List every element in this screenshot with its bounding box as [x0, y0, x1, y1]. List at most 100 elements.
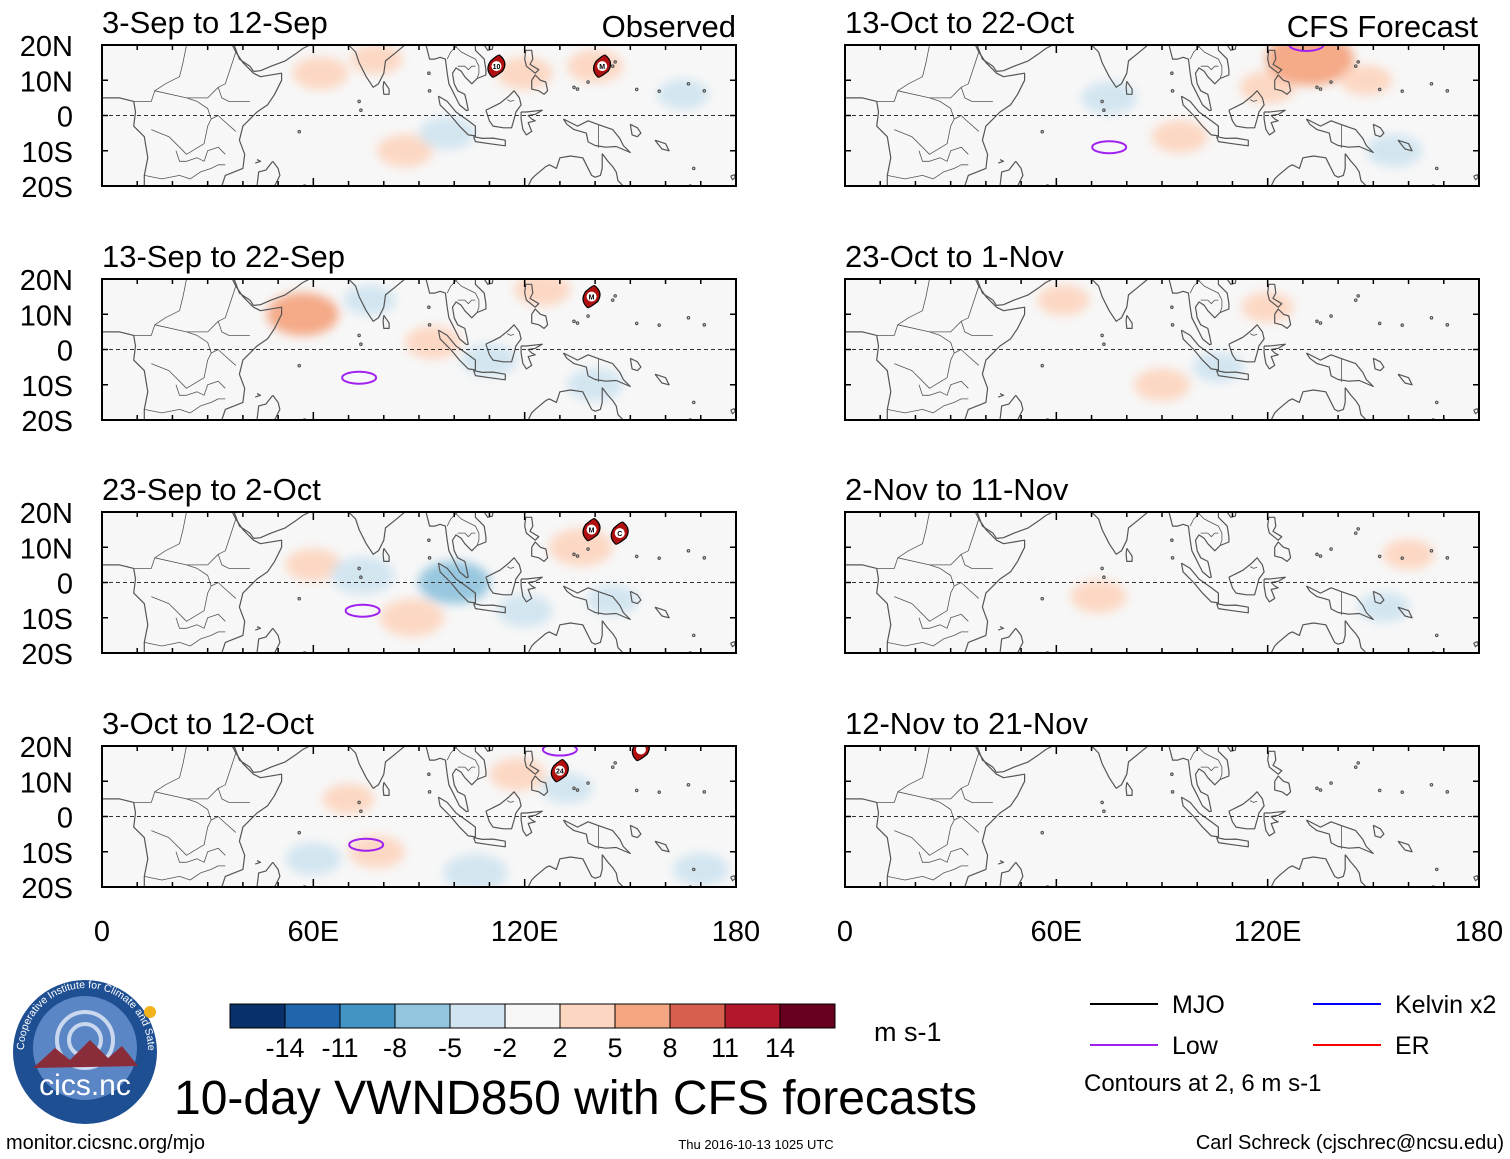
coastline-7-19 [999, 627, 1024, 653]
island-2-1 [357, 333, 361, 338]
border-1-6 [218, 51, 237, 88]
anomaly-5-4 [1265, 45, 1354, 86]
coastline-6-4 [1125, 314, 1133, 329]
island-8-13 [1400, 790, 1405, 794]
coastline-3-18 [255, 626, 262, 631]
island-3-1 [357, 566, 361, 571]
border-3-3 [144, 631, 226, 647]
border-7-6 [961, 518, 980, 555]
low-contour-4-1 [348, 837, 385, 852]
colorbar-swatch-5 [449, 1003, 506, 1029]
border-7-10 [1189, 512, 1201, 527]
border-3-10 [446, 512, 458, 527]
storm-eye-2-1 [586, 291, 597, 302]
storm-label-1-1: 10 [493, 64, 501, 71]
colorbar-swatch-6 [504, 1003, 561, 1029]
coastline-2-1 [102, 279, 283, 420]
colorbar-tick-3: -8 [383, 1033, 407, 1063]
storm-marker-4-1: 24 [550, 758, 569, 783]
island-1-2 [359, 108, 363, 113]
anomaly-1-4 [419, 116, 476, 150]
coastline-1-6 [437, 95, 476, 137]
coastlines-1 [102, 45, 736, 186]
coastline-8-17 [1397, 840, 1413, 853]
anomaly-field-2 [266, 279, 624, 402]
anomaly-6-1 [1037, 284, 1090, 316]
island-8-9 [1356, 761, 1360, 765]
border-8-10 [1189, 746, 1201, 761]
island-6-2 [1102, 342, 1106, 347]
border-5-9 [1200, 65, 1219, 71]
colorbar-swatch-8 [614, 1003, 671, 1029]
coastline-3-19 [256, 627, 281, 653]
coastlines-7 [845, 512, 1479, 653]
island-2-15 [702, 323, 707, 327]
island-7-2 [1102, 575, 1106, 580]
border-7-2 [894, 582, 980, 622]
coastline-5-18 [998, 159, 1005, 164]
coastline-4-1 [102, 746, 283, 887]
panel-title-2: 13-Sep to 22-Sep [102, 239, 345, 274]
anomaly-2-3 [405, 325, 462, 359]
coastline-7-15 [1270, 620, 1367, 653]
coastline-8-16 [1372, 824, 1385, 839]
panel-title-5: 13-Oct to 22-Oct [845, 5, 1075, 40]
border-6-9 [1200, 299, 1219, 305]
coastline-2-8 [485, 324, 522, 363]
x-tick-label-1-3: 120E [491, 916, 559, 948]
island-5-8 [1353, 64, 1358, 68]
coastline-1-13 [526, 45, 531, 46]
footer-timestamp: Thu 2016-10-13 1025 UTC [678, 1137, 833, 1152]
coastline-7-10 [1267, 516, 1283, 541]
coastline-2-16 [629, 357, 642, 372]
border-5-6 [961, 51, 980, 88]
anomaly-1-1 [292, 56, 349, 90]
coastline-7-1 [845, 512, 1026, 653]
border-1-11 [506, 99, 515, 102]
island-7-15 [1445, 556, 1450, 560]
y-tick-label-2-3: 0 [57, 336, 73, 368]
anomaly-6-2 [1134, 368, 1190, 402]
island-5-14 [1429, 81, 1434, 86]
coastlines-8 [845, 746, 1479, 887]
anomaly-3-1 [285, 548, 342, 582]
island-3-5 [297, 596, 302, 601]
legend-label-2: Kelvin x2 [1395, 991, 1496, 1019]
island-1-12 [634, 87, 639, 92]
island-7-12 [1377, 554, 1382, 559]
legend: MJO Kelvin x2 Low ER [1090, 991, 1496, 1060]
anomaly-field-5 [1081, 45, 1423, 168]
island-2-5 [297, 363, 302, 368]
coastlines-4 [102, 746, 736, 887]
border-7-3 [887, 631, 969, 647]
border-8-7 [929, 798, 955, 821]
island-2-10 [572, 319, 576, 324]
border-6-1 [876, 320, 993, 336]
island-2-3 [427, 305, 431, 310]
island-3-13 [657, 556, 662, 560]
border-7-11 [1249, 566, 1258, 569]
coastlines-6 [845, 279, 1479, 420]
island-4-9 [613, 761, 617, 765]
coastline-5-14 [1305, 118, 1374, 154]
coastline-4-10 [524, 750, 540, 775]
border-1-7 [186, 97, 212, 120]
anomaly-1-7 [657, 79, 710, 110]
border-4-4 [175, 847, 226, 863]
coastline-4-18 [255, 860, 262, 865]
border-4-7 [186, 798, 212, 821]
anomaly-4-1 [285, 842, 342, 876]
colorbar-tick-7: 5 [607, 1033, 622, 1063]
border-5-10 [1189, 45, 1201, 60]
island-7-11 [1329, 547, 1333, 551]
island-7-14 [1429, 548, 1434, 553]
island-7-1 [1100, 566, 1104, 571]
coastline-2-3 [334, 279, 406, 322]
island-6-16 [1434, 400, 1439, 405]
x-tick-label-2-4: 180 [1455, 916, 1503, 948]
coastline-7-3 [1077, 512, 1149, 555]
island-5-17 [1431, 184, 1436, 186]
island-4-3 [427, 772, 431, 777]
island-2-13 [657, 323, 662, 327]
anomaly-3-5 [496, 594, 553, 628]
